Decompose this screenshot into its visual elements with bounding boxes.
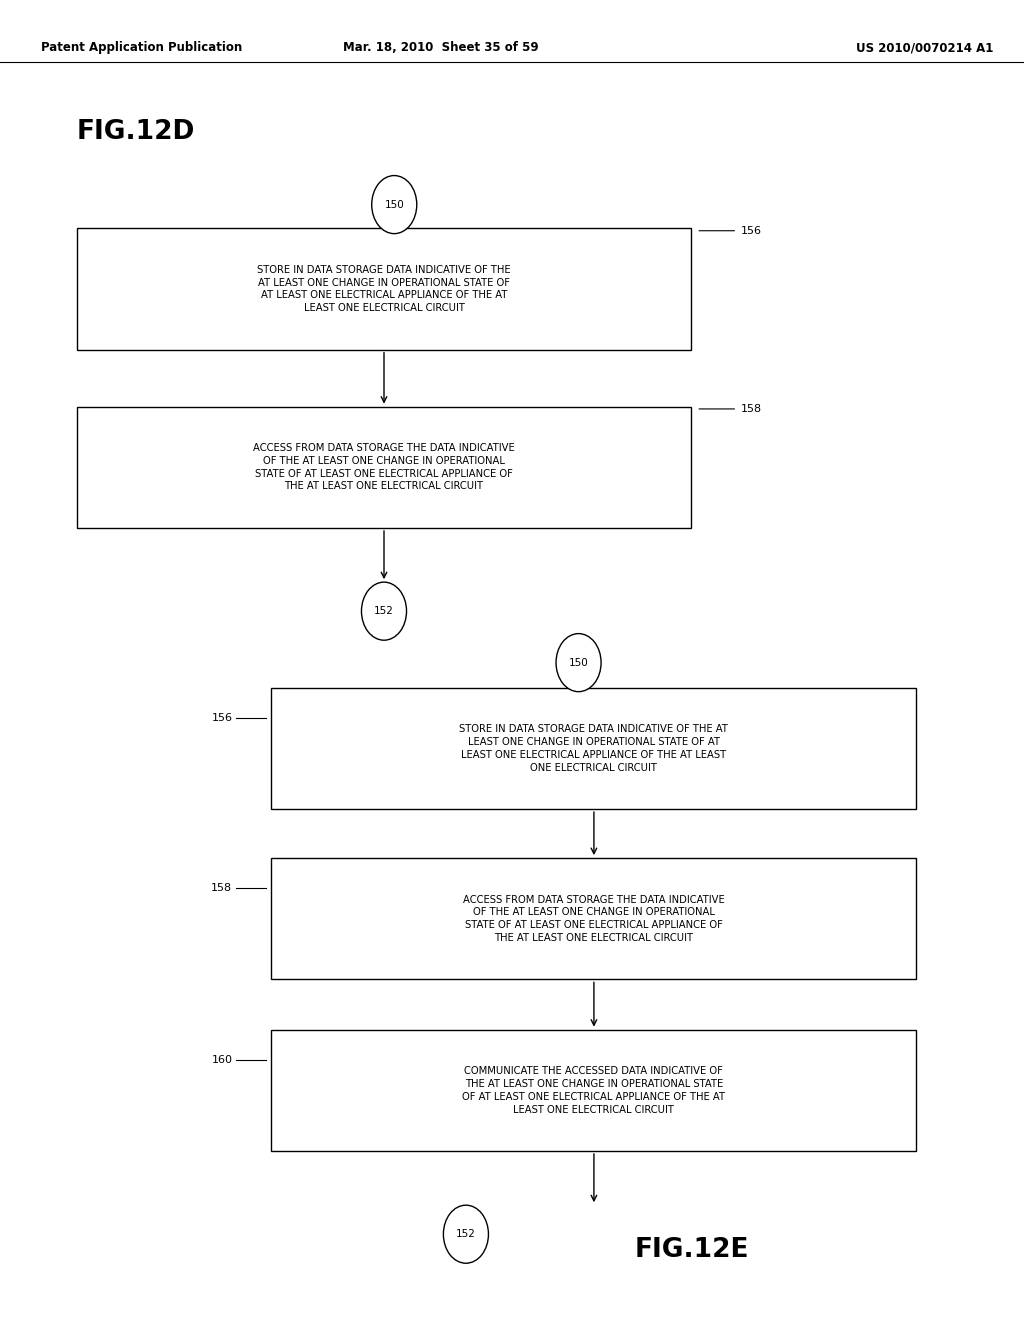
FancyBboxPatch shape [271,688,916,809]
Text: 156: 156 [211,713,232,723]
Text: FIG.12D: FIG.12D [77,119,196,145]
Circle shape [372,176,417,234]
Text: 160: 160 [211,1055,232,1065]
Text: FIG.12E: FIG.12E [635,1237,750,1263]
Circle shape [556,634,601,692]
Text: 150: 150 [384,199,404,210]
FancyBboxPatch shape [77,228,691,350]
Circle shape [361,582,407,640]
FancyBboxPatch shape [271,858,916,979]
Text: Patent Application Publication: Patent Application Publication [41,41,243,54]
Text: US 2010/0070214 A1: US 2010/0070214 A1 [856,41,993,54]
FancyBboxPatch shape [77,407,691,528]
Circle shape [443,1205,488,1263]
Text: STORE IN DATA STORAGE DATA INDICATIVE OF THE AT
LEAST ONE CHANGE IN OPERATIONAL : STORE IN DATA STORAGE DATA INDICATIVE OF… [460,725,728,772]
Text: 158: 158 [740,404,762,414]
FancyBboxPatch shape [271,1030,916,1151]
Text: 156: 156 [740,226,762,236]
Text: STORE IN DATA STORAGE DATA INDICATIVE OF THE
AT LEAST ONE CHANGE IN OPERATIONAL : STORE IN DATA STORAGE DATA INDICATIVE OF… [257,265,511,313]
Text: 152: 152 [456,1229,476,1239]
Text: 150: 150 [568,657,589,668]
Text: Mar. 18, 2010  Sheet 35 of 59: Mar. 18, 2010 Sheet 35 of 59 [342,41,539,54]
Text: COMMUNICATE THE ACCESSED DATA INDICATIVE OF
THE AT LEAST ONE CHANGE IN OPERATION: COMMUNICATE THE ACCESSED DATA INDICATIVE… [463,1067,725,1114]
Text: 158: 158 [211,883,232,894]
Text: 152: 152 [374,606,394,616]
Text: ACCESS FROM DATA STORAGE THE DATA INDICATIVE
OF THE AT LEAST ONE CHANGE IN OPERA: ACCESS FROM DATA STORAGE THE DATA INDICA… [253,444,515,491]
Text: ACCESS FROM DATA STORAGE THE DATA INDICATIVE
OF THE AT LEAST ONE CHANGE IN OPERA: ACCESS FROM DATA STORAGE THE DATA INDICA… [463,895,725,942]
